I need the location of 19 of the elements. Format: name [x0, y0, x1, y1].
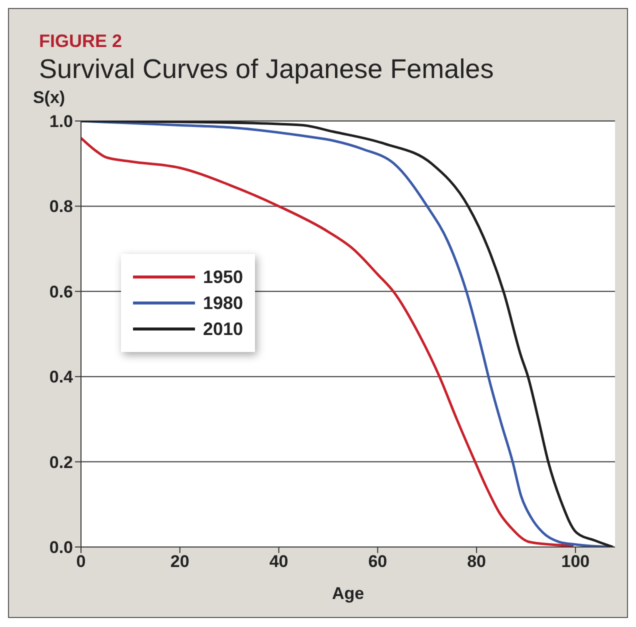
- y-tick-label: 0.2: [49, 452, 73, 472]
- legend-label: 1950: [202, 266, 244, 289]
- legend-label: 2010: [202, 318, 244, 341]
- y-tick-label: 0.8: [49, 197, 73, 216]
- y-tick-label: 0.6: [49, 282, 73, 302]
- x-tick-label: 40: [269, 552, 288, 572]
- y-tick-label: 0.0: [49, 538, 73, 558]
- y-tick-label: 0.4: [49, 368, 74, 387]
- x-tick-label: 0: [76, 552, 86, 572]
- x-tick-label: 60: [368, 552, 388, 572]
- y-tick-label: 1.0: [49, 112, 73, 132]
- legend-label: 1980: [202, 292, 244, 315]
- caption: FIGURE 2: [39, 31, 124, 52]
- x-tick-label: 80: [467, 552, 486, 572]
- x-tick-label: 100: [561, 552, 590, 572]
- chart-title: Survival Curves of Japanese Females: [39, 54, 494, 85]
- y-axis-title: S(x): [32, 88, 66, 107]
- x-tick-label: 20: [170, 552, 190, 572]
- x-axis-title: Age: [332, 584, 364, 603]
